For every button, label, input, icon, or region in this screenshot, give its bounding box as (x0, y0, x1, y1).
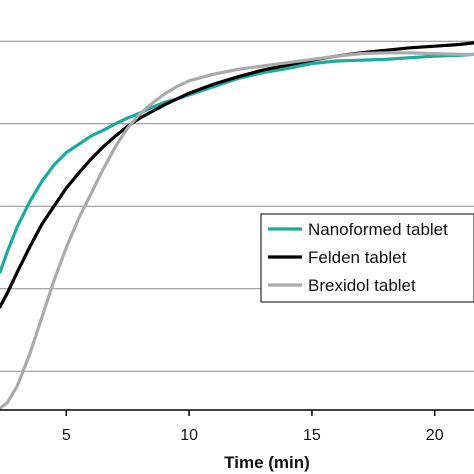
x-axis: 5 10 15 20 (0, 409, 474, 444)
legend-label-0: Nanoformed tablet (308, 220, 448, 239)
series-lines (0, 41, 474, 410)
x-tick-label-1: 10 (180, 427, 198, 444)
series-line-2 (0, 51, 474, 410)
x-axis-title: Time (min) (224, 453, 310, 472)
legend-label-1: Felden tablet (308, 248, 407, 267)
x-tick-label-0: 5 (62, 427, 71, 444)
series-line-0 (0, 52, 474, 274)
grid-lines (0, 40, 474, 372)
x-tick-label-2: 15 (303, 427, 321, 444)
x-tick-label-3: 20 (426, 427, 444, 444)
legend: Nanoformed tablet Felden tablet Brexidol t… (260, 213, 474, 303)
legend-label-2: Brexidol tablet (308, 276, 416, 295)
series-line-1 (0, 41, 474, 309)
